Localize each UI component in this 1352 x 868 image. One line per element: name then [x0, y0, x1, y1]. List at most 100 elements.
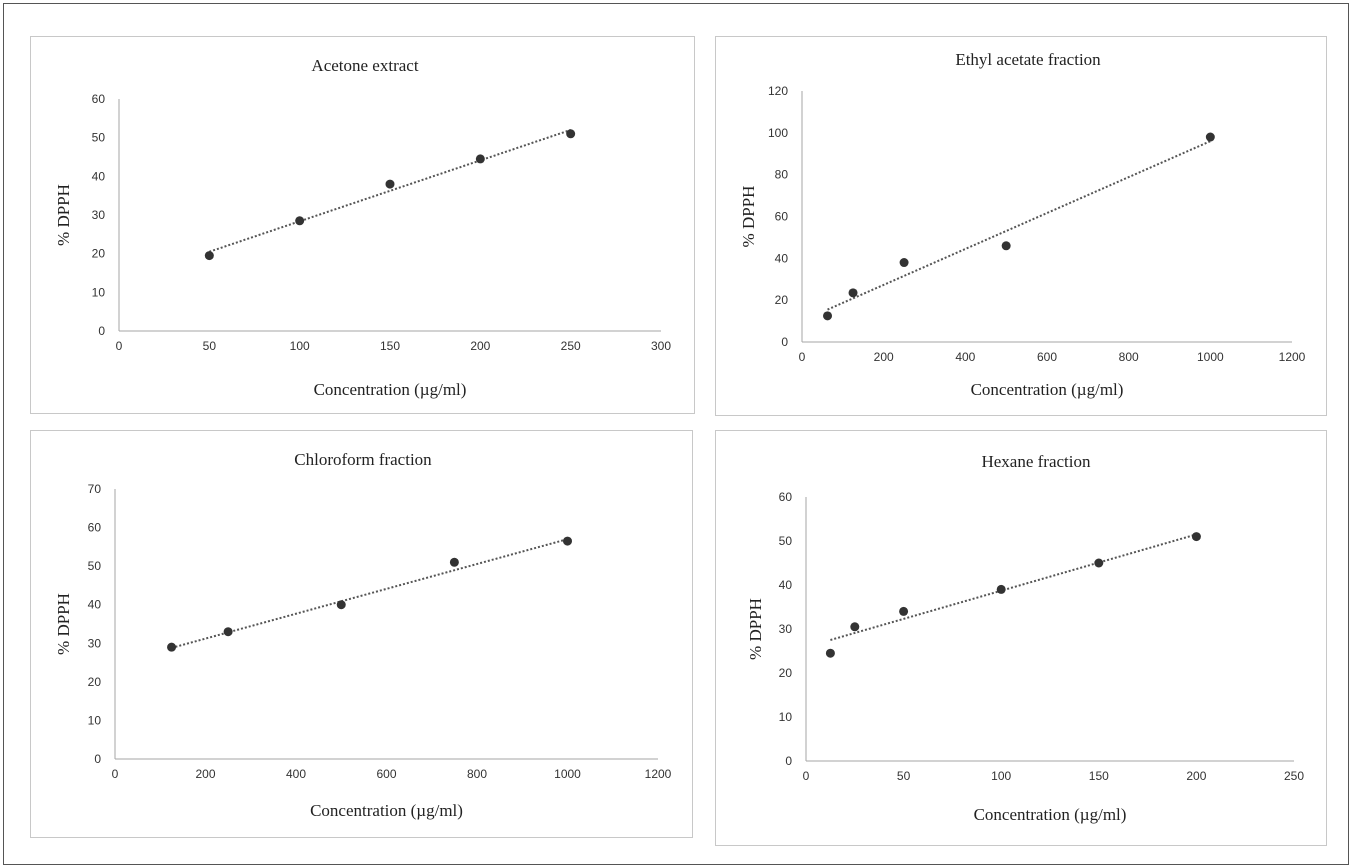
y-tick-label: 60: [779, 490, 793, 504]
data-point: [563, 536, 572, 546]
y-tick-label: 20: [779, 666, 793, 680]
y-tick-label: 20: [92, 247, 106, 261]
chart-acetone-extract: Acetone extract 0 50 100 150 200 250 300 0 10 20 30…: [54, 56, 671, 399]
x-tick-label: 600: [1037, 350, 1057, 364]
y-axis-title: % DPPH: [54, 593, 73, 655]
data-point: [204, 251, 214, 261]
trendline: [830, 533, 1197, 641]
chart-panel-acetone: Acetone extract 0 50 100 150 200 250 300 0 10 20 30…: [30, 36, 695, 414]
x-tick-label: 600: [376, 767, 396, 781]
y-axis-title: % DPPH: [739, 186, 758, 248]
y-tick-label: 50: [92, 131, 106, 145]
x-tick-label: 150: [380, 339, 400, 353]
x-axis-title: Concentration (µg/ml): [314, 380, 467, 399]
y-tick-label: 60: [92, 92, 106, 106]
x-tick-label: 200: [1186, 769, 1206, 783]
x-tick-label: 0: [112, 767, 119, 781]
x-axis-title: Concentration (µg/ml): [310, 801, 463, 820]
x-tick-label: 400: [955, 350, 975, 364]
y-tick-label: 0: [781, 335, 788, 349]
y-tick-label: 40: [88, 598, 102, 612]
x-tick-label: 100: [991, 769, 1011, 783]
data-point: [899, 606, 909, 616]
data-point: [1191, 532, 1201, 542]
trendline: [827, 140, 1211, 311]
data-point: [1205, 132, 1215, 142]
chart-title: Ethyl acetate fraction: [955, 50, 1101, 69]
x-tick-label: 200: [874, 350, 894, 364]
y-tick-label: 0: [785, 754, 792, 768]
y-tick-label: 20: [775, 293, 789, 307]
y-tick-label: 10: [92, 285, 106, 299]
y-tick-label: 10: [88, 713, 102, 727]
y-tick-label: 70: [88, 482, 102, 496]
x-axis-title: Concentration (µg/ml): [974, 805, 1127, 824]
x-tick-label: 1000: [554, 767, 581, 781]
x-tick-label: 0: [116, 339, 123, 353]
data-point: [566, 129, 576, 139]
x-axis-title: Concentration (µg/ml): [971, 380, 1124, 399]
data-point: [848, 288, 858, 298]
y-tick-label: 40: [92, 169, 106, 183]
y-tick-label: 120: [768, 84, 788, 98]
x-tick-label: 100: [290, 339, 310, 353]
x-tick-label: 800: [467, 767, 487, 781]
y-tick-label: 0: [98, 324, 105, 338]
y-tick-label: 20: [88, 675, 102, 689]
data-point: [167, 642, 177, 652]
x-tick-label: 250: [1284, 769, 1304, 783]
chart-panel-hexane: Hexane fraction 0 50 100 150 200 250 0 10 20 30 40 5…: [715, 430, 1327, 846]
x-tick-label: 250: [561, 339, 581, 353]
data-point: [223, 627, 233, 637]
y-tick-label: 0: [94, 752, 101, 766]
chart-title: Hexane fraction: [981, 452, 1091, 471]
x-tick-label: 1200: [1279, 350, 1306, 364]
data-point: [899, 258, 909, 268]
y-tick-label: 40: [775, 251, 789, 265]
chart-title: Acetone extract: [311, 56, 418, 75]
y-tick-label: 30: [88, 636, 102, 650]
x-tick-label: 800: [1119, 350, 1139, 364]
data-point: [295, 216, 305, 226]
data-point: [1001, 241, 1011, 251]
trendline: [171, 538, 568, 649]
chart-panel-ethyl-acetate: Ethyl acetate fraction 0 200 400 600 800 1000 1…: [715, 36, 1327, 416]
y-tick-label: 60: [775, 210, 789, 224]
x-tick-label: 400: [286, 767, 306, 781]
y-tick-label: 80: [775, 168, 789, 182]
y-tick-label: 10: [779, 710, 793, 724]
y-tick-label: 50: [88, 559, 102, 573]
x-tick-label: 150: [1089, 769, 1109, 783]
data-point: [385, 179, 395, 189]
data-point: [825, 648, 835, 658]
data-point: [449, 557, 459, 567]
x-tick-label: 0: [803, 769, 810, 783]
y-tick-label: 40: [779, 578, 793, 592]
chart-panel-chloroform: Chloroform fraction 0 200 400 600 800 1000 1200…: [30, 430, 693, 838]
y-tick-label: 30: [92, 208, 106, 222]
x-tick-label: 50: [897, 769, 911, 783]
x-tick-label: 0: [799, 350, 806, 364]
data-point: [996, 584, 1006, 594]
y-tick-label: 30: [779, 622, 793, 636]
x-tick-label: 50: [203, 339, 217, 353]
data-point: [823, 311, 833, 321]
data-point: [1094, 558, 1104, 568]
x-tick-label: 300: [651, 339, 671, 353]
y-tick-label: 100: [768, 126, 788, 140]
data-point: [336, 600, 346, 610]
y-tick-label: 60: [88, 521, 102, 535]
data-point: [475, 154, 485, 164]
x-tick-label: 1200: [645, 767, 672, 781]
data-point: [850, 622, 860, 632]
x-tick-label: 1000: [1197, 350, 1224, 364]
trendline: [209, 128, 571, 253]
y-tick-label: 50: [779, 534, 793, 548]
figure-frame: [3, 3, 1349, 865]
chart-hexane-fraction: Hexane fraction 0 50 100 150 200 250 0 10 20 30 40 5…: [746, 452, 1304, 824]
x-tick-label: 200: [470, 339, 490, 353]
x-tick-label: 200: [195, 767, 215, 781]
y-axis-title: % DPPH: [54, 184, 73, 246]
